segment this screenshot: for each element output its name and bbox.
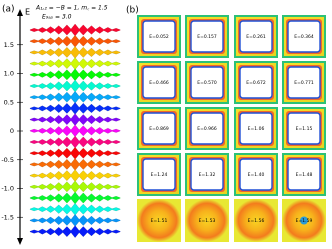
tick-label: 1.5: [4, 41, 14, 49]
cell-inner: [190, 66, 224, 99]
cell-inner: [239, 112, 273, 145]
cell-inner: [190, 158, 224, 191]
cell-label: E=0.966: [197, 126, 217, 132]
cell-inner: [190, 112, 224, 145]
ticks: 1.5 1.0 0.5 0 -0.5 -1.0 -1.5: [1, 41, 23, 221]
cell-label: E=1.06: [248, 126, 265, 132]
cell-label: E=0.869: [149, 126, 169, 132]
tick-label: 0: [10, 127, 14, 135]
tick-label: -0.5: [1, 156, 14, 164]
cell-label: E=1.15: [296, 126, 313, 132]
grid: E=0.052 E=0.157 E=0.261 E=0.364 E=0.466 E=0.5…: [137, 15, 326, 242]
cell-inner: [287, 66, 321, 99]
cell-inner: [239, 158, 273, 191]
cell-inner: [287, 20, 321, 53]
tick-label: -1.0: [1, 185, 14, 193]
params: A₁,₂ = −B = 1, m꜀ = 1.5: [35, 5, 108, 12]
cell-label: E=1.40: [248, 172, 265, 178]
cell-label: E=0.052: [149, 34, 169, 40]
band: [29, 113, 121, 126]
cell-inner: [287, 158, 321, 191]
band: [29, 124, 121, 138]
band: [29, 191, 121, 205]
band: [29, 34, 121, 48]
band: [29, 146, 121, 160]
cell-label: E=1.53: [199, 218, 216, 224]
cell-label: E=0.771: [294, 80, 314, 86]
band: [29, 180, 121, 194]
cell-label: E=1.32: [199, 172, 216, 178]
cell-inner: [287, 112, 321, 145]
bands: [29, 23, 121, 238]
cell-label: E=0.570: [197, 80, 217, 86]
cell-label: E=1.56: [248, 218, 265, 224]
panel-label: (a): [2, 5, 15, 15]
cell: [185, 199, 229, 242]
cell-label: E=0.261: [246, 34, 266, 40]
tick-label: 1.0: [4, 70, 14, 78]
band: [29, 68, 121, 82]
band: [29, 90, 121, 104]
spot: [300, 216, 308, 225]
cell-label: E=0.466: [149, 80, 169, 86]
band: [29, 158, 121, 171]
band: [29, 169, 121, 182]
axis-label: E: [25, 8, 30, 17]
cell-inner: [142, 66, 176, 99]
band: [29, 57, 121, 70]
cell-label: E=0.364: [294, 34, 314, 40]
band: [29, 225, 121, 238]
tick-label: -1.5: [1, 213, 14, 221]
cell-inner: [142, 20, 176, 53]
cell-label: E=1.48: [296, 172, 313, 178]
cell-inner: [142, 158, 176, 191]
cell-inner: [142, 112, 176, 145]
cell-label: E=1.59: [296, 218, 313, 224]
tick-label: 0.5: [4, 98, 14, 106]
cell: [234, 199, 278, 242]
band: [29, 23, 121, 37]
band: [29, 46, 121, 59]
band: [29, 135, 121, 149]
cell-label: E=0.672: [246, 80, 266, 86]
gap: E₉ₐₚ = 3.0: [42, 14, 72, 21]
cell-inner: [239, 20, 273, 53]
cell-inner: [239, 66, 273, 99]
panel-label: (b): [126, 6, 139, 16]
cell-label: E=1.24: [151, 172, 168, 178]
band: [29, 79, 121, 93]
cell-label: E=0.157: [197, 34, 217, 40]
cell-inner: [190, 20, 224, 53]
band: [29, 202, 121, 216]
cell: [137, 199, 181, 242]
band: [29, 102, 121, 115]
cell-label: E=1.51: [151, 218, 168, 224]
band: [29, 214, 121, 227]
